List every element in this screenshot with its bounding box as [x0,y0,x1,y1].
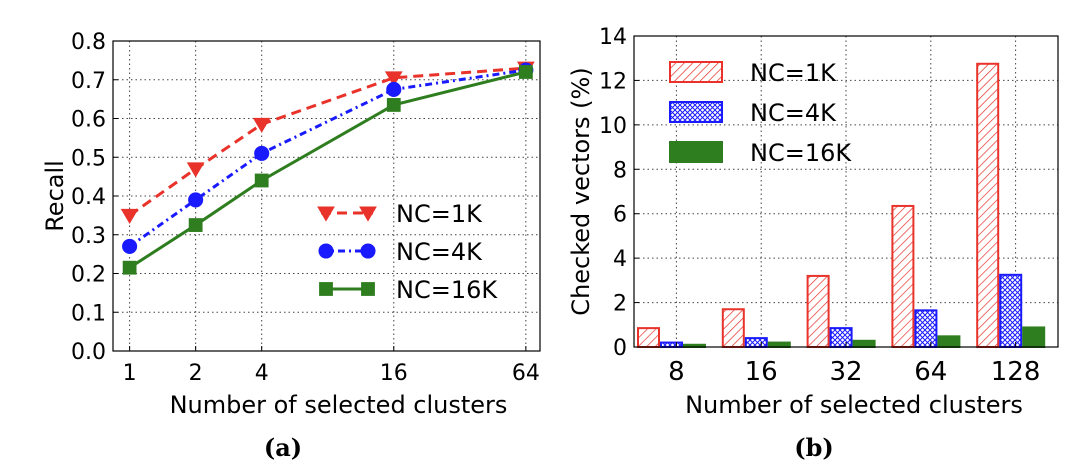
bar-nc-16k-32 [852,339,876,348]
x-tick-label: 16 [745,357,778,387]
y-tick-label: 8 [613,158,627,183]
y-tick-label: 0.4 [71,185,106,210]
legend-label: NC=4K [750,99,837,127]
data-point-square [122,260,137,275]
y-tick-label: 0.0 [71,340,106,365]
data-point-square [518,65,533,79]
legend-entry: NC=16K [319,276,498,304]
x-tick-label: 16 [380,361,408,386]
data-point-triangle-down [359,206,377,222]
data-point-triangle-down [384,71,403,87]
legend-swatch [669,101,723,123]
data-point-circle [188,192,204,208]
legend-swatch [669,61,723,83]
legend-label: NC=16K [750,139,852,167]
bar-nc-4k-128 [999,273,1023,348]
recall-chart-series [120,61,535,275]
data-point-circle [360,243,376,259]
bar-nc-4k-16 [744,337,768,349]
bar-nc-16k-128 [1022,326,1046,348]
y-tick-label: 0.8 [71,30,106,55]
data-point-square [254,173,269,188]
bar-chart-legend: NC=1K NC=4K NC=16K [669,59,852,167]
recall-chart-y-axis-label: Recall [41,160,69,232]
legend-swatch [669,141,723,163]
bar-chart-ticks: 0 2 4 6 8 10 12 14 8 16 32 64 128 [599,25,1040,387]
x-tick-label: 2 [189,361,203,386]
legend-label: NC=4K [396,238,483,266]
recall-chart-grid [113,40,540,352]
x-tick-label: 8 [668,357,685,387]
legend-entry: NC=4K [318,238,483,266]
x-tick-label: 32 [829,357,862,387]
x-tick-label: 64 [512,361,540,386]
y-tick-label: 6 [613,203,627,228]
y-tick-label: 0.2 [71,263,106,288]
data-point-circle [386,81,402,97]
data-point-triangle-down [120,208,139,224]
bar-nc-4k-32 [829,327,853,349]
y-tick-label: 0.6 [71,108,106,133]
data-point-triangle-down [252,117,271,133]
bar-nc-1k-128 [976,62,1000,349]
y-tick-label: 0.1 [71,301,106,326]
legend-entry: NC=16K [669,139,852,167]
x-tick-label: 64 [914,357,947,387]
series-nc-16k [122,65,533,275]
y-tick-label: 14 [599,25,627,50]
recall-line-chart: 0.0 0.1 0.2 0.3 0.4 0.5 0.6 0.7 0.8 1 2 4 16 64 Numbe… [41,30,541,462]
y-tick-label: 2 [613,292,627,317]
data-point-square [319,282,333,296]
bar-nc-16k-64 [937,335,961,348]
y-tick-label: 0.3 [71,224,106,249]
bar-chart-x-axis-label: Number of selected clusters [685,391,1023,419]
data-point-circle [254,145,270,161]
y-tick-label: 0.5 [71,146,106,171]
y-tick-label: 10 [599,114,627,139]
data-point-square [361,282,375,296]
data-point-triangle-down [317,206,335,222]
y-tick-label: 4 [613,247,627,272]
legend-entry: NC=1K [669,59,837,87]
recall-chart-x-axis-label: Number of selected clusters [170,391,508,419]
bar-nc-4k-64 [914,309,938,349]
legend-entry: NC=1K [317,200,483,228]
legend-entry: NC=4K [669,99,837,127]
data-point-square [386,98,401,112]
y-tick-label: 0 [613,336,627,361]
bar-nc-1k-64 [891,204,915,348]
bar-nc-16k-16 [767,341,791,348]
bar-nc-4k-8 [660,341,683,348]
caption-a: (a) [264,433,302,462]
checked-vectors-bar-chart: 0 2 4 6 8 10 12 14 8 16 32 64 128 Number of selected… [567,25,1059,462]
x-tick-label: 4 [255,361,269,386]
bar-nc-1k-8 [637,327,660,349]
series-line [128,68,527,248]
bar-chart-y-axis-label: Checked vectors (%) [567,67,595,315]
caption-b: (b) [794,433,834,462]
data-point-square [188,218,203,232]
legend-label: NC=1K [396,200,483,228]
recall-chart-ticks: 0.0 0.1 0.2 0.3 0.4 0.5 0.6 0.7 0.8 1 2 4 16 64 [71,30,540,386]
bar-nc-1k-16 [721,308,745,349]
legend-label: NC=1K [750,59,837,87]
y-tick-label: 12 [599,69,627,94]
data-point-circle [122,238,138,254]
bar-nc-1k-32 [806,274,830,348]
x-tick-label: 128 [991,357,1041,387]
recall-chart-legend: NC=1K NC=4K NC=16K [317,200,498,304]
data-point-triangle-down [186,162,205,178]
series-nc-4k [122,62,534,254]
bar-chart-bars [637,62,1046,349]
data-point-circle [318,243,334,259]
y-tick-label: 0.7 [71,69,106,94]
x-tick-label: 1 [123,361,137,386]
legend-label: NC=16K [396,276,498,304]
